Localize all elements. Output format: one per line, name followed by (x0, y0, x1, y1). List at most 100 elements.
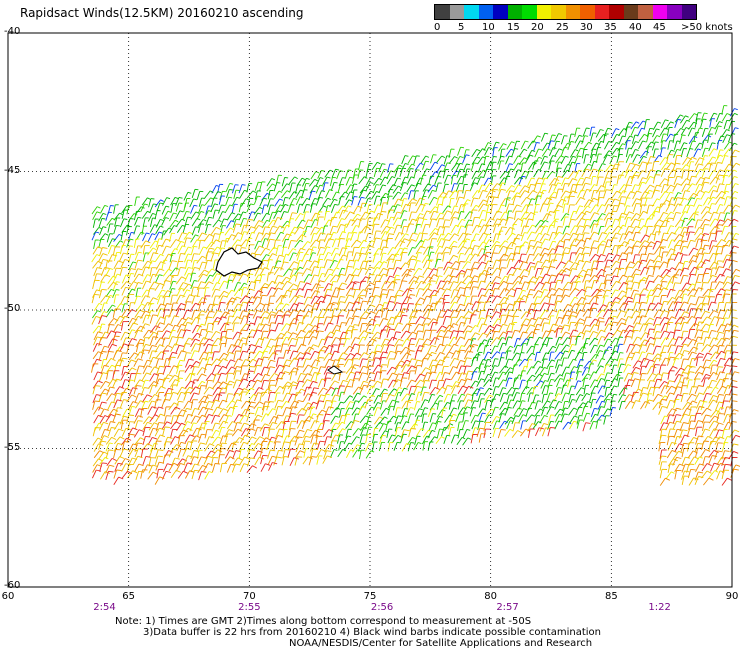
wind-barb (121, 209, 125, 219)
wind-barb-feather (193, 198, 198, 201)
wind-barb-feather (721, 324, 727, 327)
wind-barb (205, 268, 213, 277)
wind-barb-feather (552, 259, 558, 261)
wind-barb (701, 168, 706, 178)
wind-barb (259, 274, 263, 284)
wind-barb (212, 209, 216, 219)
wind-barb (490, 169, 494, 179)
wind-barb-feather (327, 336, 333, 339)
wind-barb-feather (257, 195, 261, 198)
wind-barb-feather (229, 204, 234, 207)
wind-barb-feather (677, 301, 683, 304)
wind-barb-feather (209, 247, 215, 250)
wind-barb (644, 119, 647, 129)
wind-barb (399, 233, 406, 242)
wind-barb-feather (312, 336, 318, 339)
wind-barb-feather (137, 315, 143, 319)
wind-barb (702, 162, 709, 171)
wind-barb-feather (462, 246, 468, 249)
wind-barb-feather (306, 282, 312, 286)
wind-barb-feather (307, 225, 311, 228)
wind-barb (520, 232, 525, 242)
wind-barb (533, 183, 537, 192)
wind-barb (380, 253, 384, 263)
wind-barb-feather (475, 177, 479, 180)
wind-barb (540, 133, 546, 142)
wind-barb (707, 127, 712, 136)
wind-barb (665, 203, 671, 212)
wind-barb-feather (671, 296, 677, 300)
wind-barb-feather (279, 225, 285, 229)
wind-barb (288, 303, 295, 312)
wind-barb-feather (145, 343, 151, 347)
wind-barb (310, 266, 315, 276)
wind-barb-feather (376, 184, 380, 186)
wind-barb (637, 128, 642, 137)
wind-barb-feather (489, 218, 495, 221)
wind-barb (630, 289, 635, 299)
wind-barb (231, 345, 238, 354)
wind-barb-feather (700, 233, 706, 237)
wind-barb (246, 322, 251, 332)
wind-barb-feather (725, 289, 731, 291)
wind-barb (176, 218, 183, 227)
wind-barb (197, 273, 204, 282)
wind-barb (653, 231, 657, 241)
wind-barb (198, 240, 201, 250)
wind-barb (666, 259, 670, 268)
wind-barb (665, 133, 671, 142)
wind-barb (707, 196, 713, 205)
wind-barb-feather (713, 148, 718, 151)
wind-barb-feather (420, 280, 426, 284)
wind-barb (651, 135, 658, 144)
wind-barb (353, 296, 359, 305)
wind-barb (287, 338, 293, 347)
wind-barb-feather (314, 185, 319, 188)
wind-barb-feather (473, 182, 478, 185)
wind-barb (143, 329, 149, 338)
wind-barb-feather (333, 231, 337, 234)
wind-barb (658, 287, 664, 296)
wind-barb (318, 308, 324, 318)
wind-barb-feather (475, 204, 480, 208)
wind-barb-feather (496, 295, 502, 299)
wind-barb (423, 246, 429, 255)
wind-barb (483, 246, 487, 256)
wind-barb-feather (558, 148, 563, 151)
wind-barb-feather (370, 282, 376, 286)
wind-barb (640, 234, 646, 243)
wind-barb (92, 218, 96, 228)
wind-barb (560, 147, 565, 157)
wind-barb-feather (104, 266, 110, 269)
wind-barb-feather (399, 232, 405, 235)
wind-barb (505, 185, 512, 193)
wind-barb-feather (530, 183, 536, 186)
wind-barb-feather (587, 268, 593, 271)
wind-barb-feather (377, 204, 382, 206)
wind-barb-feather (383, 318, 389, 321)
wind-barb-feather (286, 280, 292, 284)
wind-barb-feather (665, 190, 669, 194)
wind-barb-feather (271, 311, 277, 314)
wind-barb (470, 245, 475, 255)
wind-barb (434, 301, 437, 311)
wind-barb (332, 211, 338, 221)
wind-barb-feather (685, 183, 691, 186)
wind-barb (609, 316, 614, 325)
wind-barb (114, 217, 118, 227)
wind-barb (443, 155, 448, 165)
wind-barb (288, 309, 294, 318)
wind-barb (484, 147, 490, 156)
wind-barb (602, 295, 606, 305)
wind-barb-feather (419, 275, 425, 278)
wind-barb-feather (299, 322, 305, 324)
wind-barb (364, 252, 369, 262)
wind-barb (155, 322, 161, 331)
wind-barb (548, 315, 552, 325)
wind-barb (583, 338, 587, 348)
wind-barb (93, 227, 100, 235)
wind-barb (336, 309, 343, 318)
wind-barb (429, 295, 433, 305)
wind-barb-feather (101, 337, 107, 339)
wind-barb (715, 204, 721, 213)
